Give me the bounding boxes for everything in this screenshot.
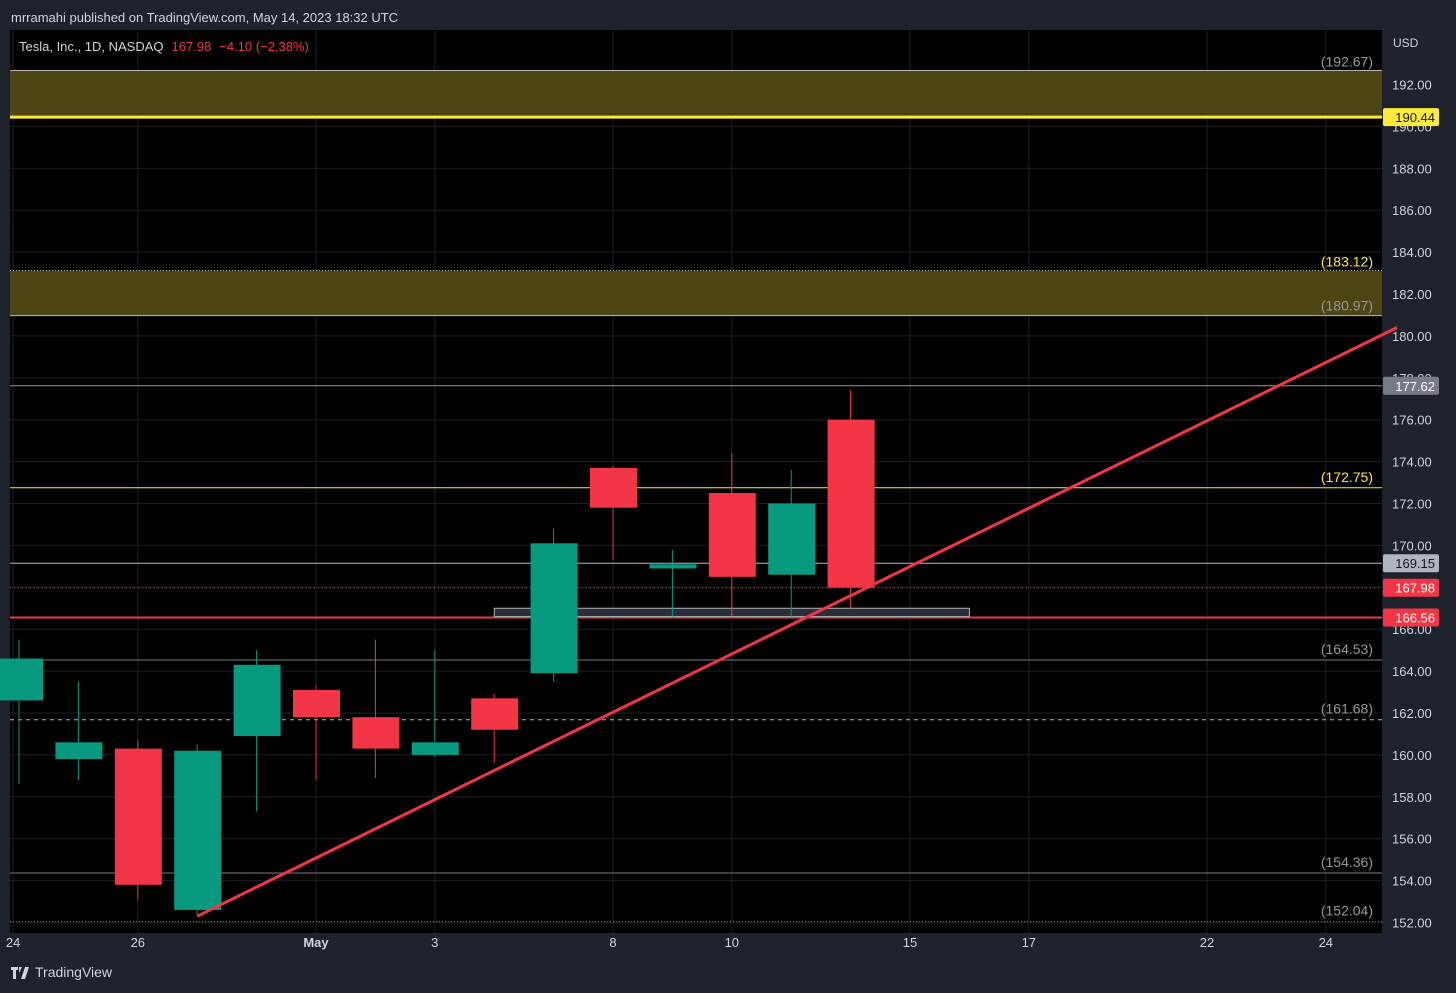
candle-body <box>471 698 519 730</box>
trendline <box>196 326 1398 918</box>
price-level-label: (152.04) <box>1321 903 1373 919</box>
x-tick-label: 10 <box>725 935 739 950</box>
symbol-legend: Tesla, Inc., 1D, NASDAQ 167.98 −4.10 (−2… <box>19 39 309 54</box>
price-tag: 177.62 <box>1395 379 1435 394</box>
candle-body <box>530 543 578 674</box>
zone-top-label: (192.67) <box>1321 53 1373 69</box>
currency-label: USD <box>1393 36 1419 50</box>
price-level-label: (154.36) <box>1321 854 1373 870</box>
candle-body <box>174 750 222 910</box>
candle-body <box>233 664 281 737</box>
price-level-label: (161.68) <box>1321 701 1373 717</box>
tradingview-logo-icon <box>11 966 29 979</box>
y-tick-label: 158.00 <box>1392 790 1432 805</box>
zone-box <box>10 270 1382 316</box>
price-tag-yellow-bg <box>1383 108 1439 127</box>
zone-bottom-label: (180.97) <box>1321 298 1373 314</box>
price-tag-bg <box>1383 554 1439 573</box>
price-tag-bg <box>1383 376 1439 395</box>
zone-top-label: (183.12) <box>1321 254 1373 270</box>
candles <box>0 390 875 917</box>
candle-body <box>708 493 756 577</box>
y-tick-label: 164.00 <box>1392 664 1432 679</box>
x-tick-label: 17 <box>1022 935 1036 950</box>
candle-body <box>649 564 697 569</box>
tradingview-logo[interactable]: TradingView <box>11 964 112 980</box>
trend-line <box>196 326 1398 918</box>
price-level-label: (172.75) <box>1321 469 1373 485</box>
x-tick-label: 3 <box>431 935 438 950</box>
price-tag: 166.56 <box>1395 610 1435 625</box>
legend-symbol: Tesla, Inc., 1D, NASDAQ <box>19 39 164 54</box>
zones: (192.67) (183.12) (180.97) <box>10 53 1382 317</box>
horizontal-lines: (172.75) (164.53) (161.68) (154.36) (152.04) <box>10 385 1382 923</box>
zone-box <box>10 70 1382 118</box>
y-tick-label: 172.00 <box>1392 497 1432 512</box>
y-tick-label: 184.00 <box>1392 245 1432 260</box>
candle-body <box>0 658 43 701</box>
x-tick-label: May <box>303 935 329 950</box>
last-price-tag-bg <box>1383 578 1439 597</box>
y-tick-label: 182.00 <box>1392 287 1432 302</box>
y-tick-label: 154.00 <box>1392 874 1432 889</box>
candle-body <box>352 717 400 749</box>
y-tick-label: 170.00 <box>1392 538 1432 553</box>
x-tick-label: 8 <box>609 935 616 950</box>
x-tick-label: 24 <box>6 935 20 950</box>
y-tick-label: 156.00 <box>1392 832 1432 847</box>
time-axis: 24 26 May 3 8 10 15 17 22 24 <box>6 935 1333 950</box>
y-tick-label: 188.00 <box>1392 161 1432 176</box>
x-tick-label: 26 <box>131 935 145 950</box>
candle-body <box>293 689 340 718</box>
candle-body <box>55 742 103 760</box>
price-tag-yellow: 190.44 <box>1395 110 1435 125</box>
y-tick-label: 180.00 <box>1392 329 1432 344</box>
y-tick-label: 160.00 <box>1392 748 1432 763</box>
legend-change: −4.10 (−2.38%) <box>219 39 309 54</box>
chart-pane[interactable] <box>10 30 1382 933</box>
price-tag-bg <box>1383 608 1439 627</box>
candle-body <box>768 503 816 575</box>
price-tag: 169.15 <box>1395 556 1435 571</box>
y-tick-label: 162.00 <box>1392 706 1432 721</box>
publisher-header: mrramahi published on TradingView.com, M… <box>11 10 399 25</box>
candle-body <box>114 748 162 885</box>
legend-close: 167.98 <box>172 39 212 54</box>
y-tick-label: 152.00 <box>1392 916 1432 931</box>
tradingview-logo-text: TradingView <box>35 964 113 980</box>
y-tick-label: 174.00 <box>1392 455 1432 470</box>
x-tick-label: 24 <box>1319 935 1333 950</box>
candle-body <box>590 467 637 508</box>
price-axis: 152.00 154.00 156.00 158.00 160.00 162.00 164.… <box>1383 78 1439 931</box>
last-price-tag: 167.98 <box>1395 581 1435 596</box>
y-tick-label: 186.00 <box>1392 203 1432 218</box>
y-tick-label: 192.00 <box>1392 78 1432 93</box>
x-tick-label: 22 <box>1200 935 1214 950</box>
x-tick-label: 15 <box>903 935 917 950</box>
candle-body <box>827 419 875 588</box>
price-level-label: (164.53) <box>1321 641 1373 657</box>
y-tick-label: 176.00 <box>1392 413 1432 428</box>
candle-body <box>411 742 459 755</box>
